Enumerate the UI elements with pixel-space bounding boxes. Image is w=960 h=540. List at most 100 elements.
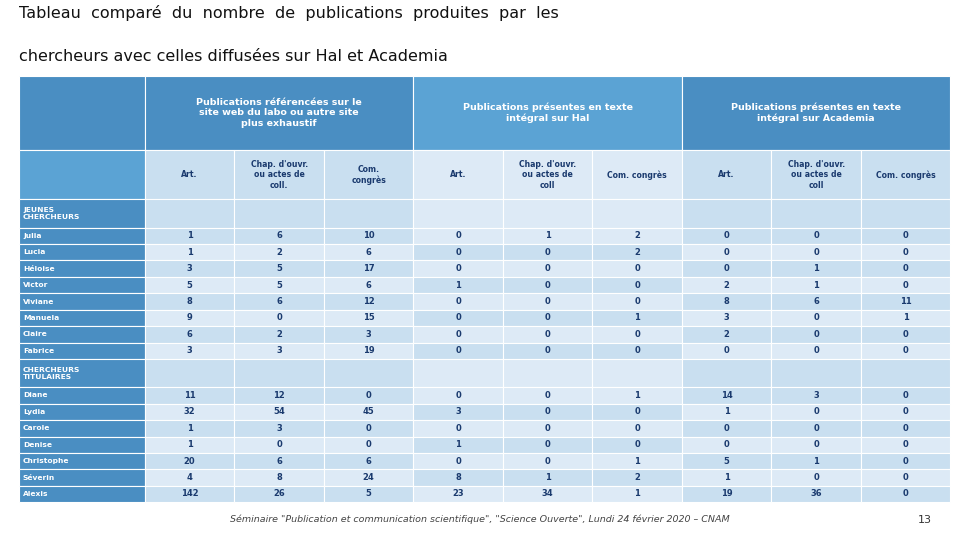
Text: 1: 1 [187, 231, 193, 240]
Text: 0: 0 [724, 248, 730, 256]
Text: 0: 0 [455, 248, 461, 256]
Bar [503, 277, 592, 293]
Bar [234, 326, 324, 342]
Bar [503, 310, 592, 326]
Text: 2: 2 [276, 248, 282, 256]
Bar [503, 404, 592, 420]
Bar [324, 277, 414, 293]
Text: Chap. d'ouvr.
ou actes de
coll: Chap. d'ouvr. ou actes de coll [519, 160, 576, 190]
Bar [324, 244, 414, 260]
Text: 0: 0 [902, 407, 908, 416]
Bar [772, 260, 861, 277]
Bar [145, 228, 234, 244]
Text: 142: 142 [180, 489, 199, 498]
Text: 0: 0 [902, 440, 908, 449]
Text: Tableau  comparé  du  nombre  de  publications  produites  par  les: Tableau comparé du nombre de publication… [19, 5, 559, 22]
Bar [861, 486, 950, 502]
Bar [772, 436, 861, 453]
Bar [414, 310, 503, 326]
Bar [772, 228, 861, 244]
Text: 10: 10 [363, 231, 374, 240]
Text: Art.: Art. [181, 170, 198, 179]
Bar [19, 150, 145, 199]
Bar [861, 150, 950, 199]
Text: 2: 2 [724, 330, 730, 339]
Text: 5: 5 [276, 264, 282, 273]
Bar [592, 310, 682, 326]
Text: 1: 1 [635, 313, 640, 322]
Text: Victor: Victor [23, 282, 48, 288]
Text: 0: 0 [455, 231, 461, 240]
Bar [503, 150, 592, 199]
Text: 0: 0 [635, 424, 640, 433]
Text: 0: 0 [276, 440, 282, 449]
Bar [503, 469, 592, 486]
Bar [19, 293, 145, 310]
Text: 0: 0 [366, 391, 372, 400]
Text: Com. congrès: Com. congrès [608, 170, 667, 179]
Text: 9: 9 [187, 313, 193, 322]
Bar [682, 260, 772, 277]
Text: 0: 0 [902, 391, 908, 400]
Text: 0: 0 [455, 330, 461, 339]
Text: 0: 0 [635, 264, 640, 273]
Text: 8: 8 [455, 473, 461, 482]
Text: 0: 0 [813, 346, 819, 355]
Bar [503, 342, 592, 359]
Bar [592, 436, 682, 453]
Text: 3: 3 [276, 346, 282, 355]
Bar [772, 150, 861, 199]
Bar [503, 293, 592, 310]
Bar [682, 293, 772, 310]
Bar [234, 199, 324, 228]
Text: 0: 0 [635, 407, 640, 416]
Text: 1: 1 [187, 248, 193, 256]
Bar [414, 199, 503, 228]
Text: 1: 1 [187, 424, 193, 433]
Bar [772, 387, 861, 404]
Text: 0: 0 [544, 281, 550, 289]
Bar [324, 387, 414, 404]
Text: 0: 0 [635, 281, 640, 289]
Text: 0: 0 [635, 297, 640, 306]
Bar [145, 486, 234, 502]
Bar [592, 244, 682, 260]
Bar [145, 244, 234, 260]
Text: Séminaire "Publication et communication scientifique", "Science Ouverte", Lundi : Séminaire "Publication et communication … [230, 515, 730, 524]
Bar [861, 436, 950, 453]
Text: 6: 6 [187, 330, 193, 339]
Text: 3: 3 [366, 330, 372, 339]
Text: 14: 14 [721, 391, 732, 400]
Text: 17: 17 [363, 264, 374, 273]
Bar [414, 277, 503, 293]
Bar [592, 342, 682, 359]
Bar [414, 486, 503, 502]
Text: chercheurs avec celles diffusées sur Hal et Academia: chercheurs avec celles diffusées sur Hal… [19, 49, 448, 64]
Text: 0: 0 [544, 407, 550, 416]
Text: Com. congrès: Com. congrès [876, 170, 936, 179]
Bar [234, 387, 324, 404]
Text: 0: 0 [902, 473, 908, 482]
Text: 0: 0 [366, 424, 372, 433]
Bar [414, 326, 503, 342]
Bar [145, 260, 234, 277]
Bar [234, 469, 324, 486]
Text: 3: 3 [724, 313, 730, 322]
Bar [682, 359, 772, 387]
Bar [861, 228, 950, 244]
Text: 0: 0 [902, 264, 908, 273]
Bar [682, 453, 772, 469]
Text: Art.: Art. [450, 170, 467, 179]
Text: 3: 3 [187, 346, 193, 355]
Bar [19, 387, 145, 404]
Bar [592, 326, 682, 342]
Bar [414, 76, 682, 150]
Text: 13: 13 [918, 515, 931, 525]
Bar [145, 342, 234, 359]
Bar [861, 260, 950, 277]
Text: 26: 26 [274, 489, 285, 498]
Text: Publications présentes en texte
intégral sur Hal: Publications présentes en texte intégral… [463, 103, 633, 123]
Bar [861, 469, 950, 486]
Text: 0: 0 [813, 424, 819, 433]
Text: 0: 0 [455, 391, 461, 400]
